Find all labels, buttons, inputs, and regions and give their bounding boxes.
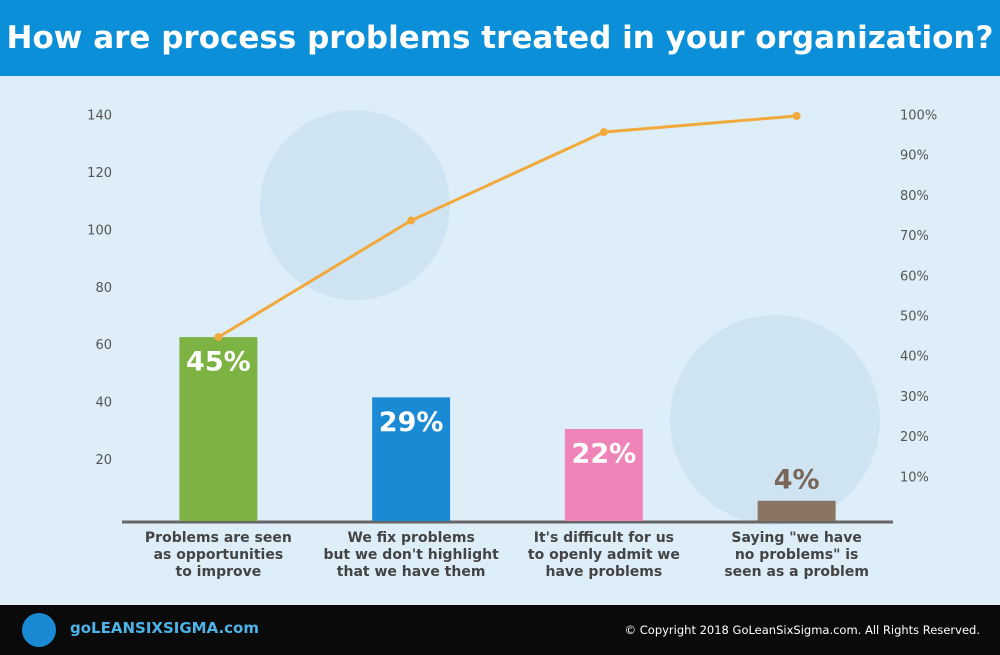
y-tick-label: 60 [95, 338, 112, 353]
x-tick-label: Problems are seen as opportunities to im… [144, 530, 292, 580]
y2-tick-label: 50% [900, 310, 929, 325]
decor [260, 110, 450, 300]
bar [179, 337, 258, 521]
y-tick-label: 80 [95, 281, 112, 296]
logo-icon [22, 613, 56, 647]
bar-label: 29% [379, 407, 444, 438]
y-tick-label: 120 [87, 166, 112, 181]
y2-tick-label: 100% [900, 109, 937, 124]
bar-label: 22% [572, 438, 637, 469]
decor [670, 315, 880, 525]
line-point [792, 112, 801, 120]
y2-tick-label: 30% [900, 390, 929, 405]
y2-tick-label: 70% [900, 229, 929, 244]
y-tick-label: 20 [95, 453, 112, 468]
line-point [214, 333, 223, 342]
y2-tick-label: 60% [900, 269, 929, 284]
pareto-line [217, 114, 797, 339]
x-tick-label: It's difficult for us to openly admit we… [527, 530, 680, 580]
title: How are process problems treated in your… [0, 0, 1000, 76]
x-tick-label: Saying "we have no problems" is seen as … [724, 530, 869, 580]
y2-tick-label: 40% [900, 350, 929, 365]
y2-tick-label: 10% [900, 470, 929, 485]
copyright: © Copyright 2018 GoLeanSixSigma.com. All… [624, 623, 980, 637]
logo: goLEANSIXSIGMA.com [70, 619, 259, 637]
y-tick-label: 140 [87, 109, 112, 124]
y2-tick-label: 90% [900, 149, 929, 164]
bar [757, 500, 836, 521]
line-point [407, 216, 416, 225]
y-tick-label: 40 [95, 396, 112, 411]
bar-label: 45% [186, 347, 251, 378]
y2-tick-label: 80% [900, 189, 929, 204]
bar [372, 397, 451, 521]
footer: goLEANSIXSIGMA.com © Copyright 2018 GoLe… [0, 605, 1000, 655]
x-tick-label: We fix problems but we don't highlight t… [323, 530, 499, 580]
y2-tick-label: 20% [900, 430, 929, 445]
bar [564, 428, 643, 521]
y-tick-label: 100 [87, 223, 112, 238]
line-point [599, 128, 608, 137]
bar-label: 4% [774, 464, 820, 495]
chart: 20 40 60 80 100 120 140 10% 20% 30% 40% 50% 60% 70% 80… [87, 109, 937, 525]
